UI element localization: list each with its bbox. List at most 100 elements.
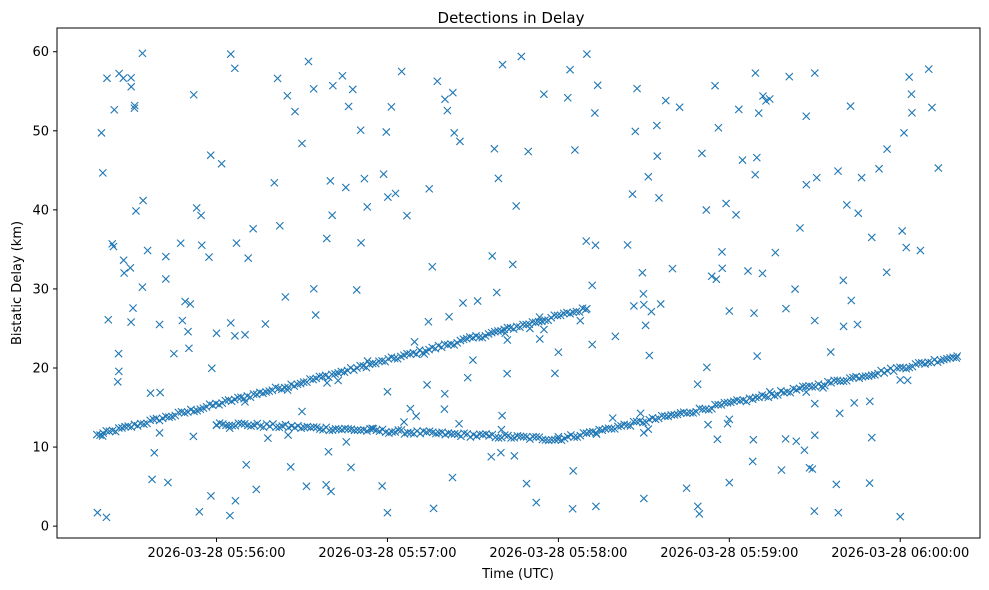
data-point-stroke: [455, 419, 464, 428]
data-point-stroke: [682, 409, 691, 418]
data-point-stroke: [895, 363, 904, 372]
data-point-stroke: [390, 354, 399, 363]
data-point-stroke: [852, 372, 861, 381]
data-point: [226, 50, 235, 59]
data-point-stroke: [629, 417, 638, 426]
data-point: [498, 60, 507, 69]
data-point: [668, 264, 677, 273]
data-point: [652, 121, 661, 130]
data-point-stroke: [244, 254, 253, 263]
data-point-stroke: [655, 193, 663, 202]
data-point: [896, 375, 905, 384]
data-point-stroke: [206, 151, 215, 160]
data-point-stroke: [139, 420, 148, 429]
data-point: [490, 144, 499, 153]
data-point: [626, 421, 635, 430]
data-point-stroke: [138, 49, 147, 58]
data-point: [835, 409, 844, 418]
data-point-stroke: [482, 430, 491, 439]
data-point-stroke: [516, 432, 525, 441]
data-point-stroke: [525, 324, 534, 333]
data-point: [924, 65, 933, 74]
data-point: [629, 301, 638, 310]
data-point-stroke: [593, 81, 602, 90]
data-point: [524, 147, 533, 156]
data-point-stroke: [783, 387, 792, 396]
data-point: [942, 354, 951, 363]
data-point-stroke: [550, 369, 559, 378]
data-point: [488, 251, 497, 260]
data-point: [777, 466, 786, 475]
data-point-stroke: [707, 404, 716, 413]
data-point: [207, 364, 216, 373]
data-point-stroke: [781, 434, 790, 443]
data-point-stroke: [524, 147, 533, 156]
data-point: [325, 426, 334, 435]
data-point: [792, 437, 801, 446]
data-point: [592, 430, 601, 439]
data-point-stroke: [528, 318, 537, 327]
data-point: [249, 224, 258, 233]
data-point-stroke: [262, 420, 271, 429]
data-point: [734, 105, 743, 114]
data-point-stroke: [647, 307, 656, 316]
data-point-stroke: [429, 504, 438, 513]
data-point: [114, 367, 123, 376]
data-point-stroke: [357, 238, 366, 247]
data-point-stroke: [447, 429, 456, 438]
data-point-stroke: [490, 327, 499, 336]
data-point-stroke: [453, 430, 462, 439]
data-point: [882, 268, 891, 277]
data-point-stroke: [448, 473, 457, 482]
data-point-stroke: [184, 344, 193, 353]
data-point-stroke: [114, 367, 123, 376]
data-point-stroke: [810, 507, 819, 516]
data-point-stroke: [682, 484, 691, 493]
data-point-stroke: [460, 429, 469, 438]
data-point-stroke: [875, 164, 884, 173]
data-point-stroke: [186, 300, 195, 308]
data-point-stroke: [802, 388, 811, 397]
data-point-stroke: [670, 410, 679, 419]
data-point: [326, 176, 335, 185]
data-point-stroke: [120, 269, 129, 277]
data-point-stroke: [917, 358, 926, 367]
data-point-stroke: [383, 193, 392, 202]
data-point: [283, 386, 292, 395]
data-point: [670, 410, 679, 419]
data-point-stroke: [326, 176, 335, 185]
data-point: [907, 108, 916, 117]
data-point-stroke: [795, 223, 804, 232]
data-point: [875, 164, 884, 173]
data-point-stroke: [305, 375, 314, 383]
data-point-stroke: [440, 340, 449, 349]
data-point-stroke: [104, 315, 113, 324]
data-point: [383, 193, 392, 202]
data-point: [124, 422, 133, 431]
data-point: [765, 95, 774, 103]
data-point: [525, 324, 534, 333]
data-point-stroke: [189, 90, 198, 99]
data-point-stroke: [315, 372, 324, 381]
data-point-stroke: [298, 139, 306, 148]
data-point: [644, 425, 653, 434]
data-point: [591, 241, 600, 250]
data-point-stroke: [237, 419, 246, 428]
data-point-stroke: [725, 307, 734, 316]
data-point-stroke: [830, 376, 839, 385]
data-point: [512, 322, 521, 331]
data-point: [661, 96, 670, 105]
data-point: [440, 389, 449, 398]
data-point-stroke: [473, 297, 482, 306]
data-point-stroke: [440, 405, 449, 414]
data-point-stroke: [812, 173, 821, 182]
data-point-stroke: [469, 430, 478, 439]
data-point: [97, 128, 106, 137]
data-point-stroke: [835, 409, 844, 418]
data-point: [588, 340, 597, 349]
data-point-stroke: [805, 463, 814, 472]
data-point-stroke: [693, 502, 702, 511]
data-point: [800, 446, 809, 455]
data-point: [924, 358, 933, 367]
y-axis: 0 10 20 30 40 50 60: [32, 45, 57, 535]
